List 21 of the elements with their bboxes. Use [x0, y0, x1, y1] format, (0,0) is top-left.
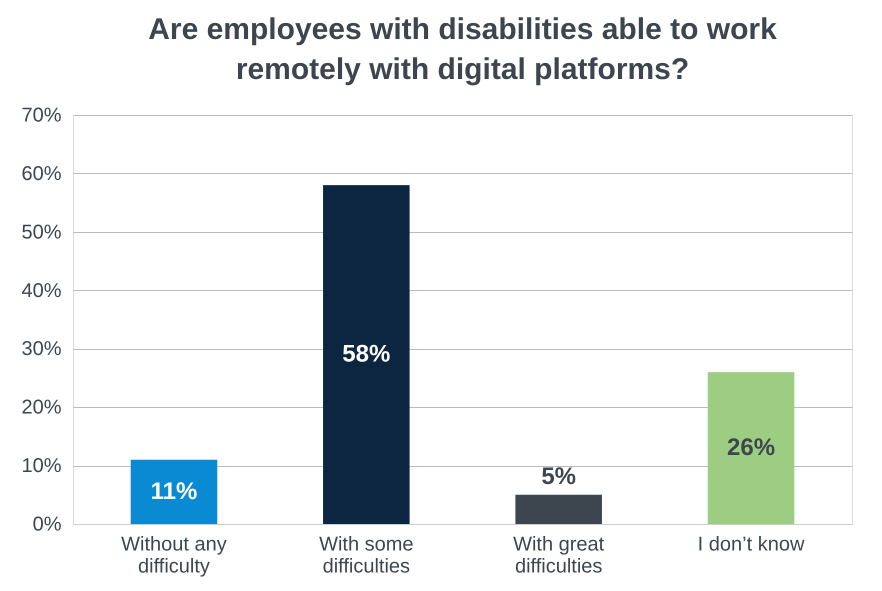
y-tick-label: 40%: [21, 280, 62, 302]
bar: [708, 372, 794, 524]
x-tick-label: With great difficulties: [513, 534, 605, 578]
data-label: 58%: [342, 340, 390, 368]
bar: [323, 185, 410, 524]
y-tick-label: 30%: [21, 338, 62, 360]
chart-title: Are employees with disabilities able to work remotely with digital platforms?: [148, 13, 778, 86]
y-tick-label: 10%: [21, 455, 62, 478]
data-label: 11%: [150, 478, 198, 505]
x-tick-label: With some difficulties: [319, 534, 414, 578]
y-tick-label: 60%: [21, 162, 62, 185]
y-tick-label: 50%: [21, 221, 62, 244]
data-label: 26%: [726, 434, 776, 462]
y-tick-label: 0%: [32, 514, 62, 536]
x-tick-label: I don’t know: [698, 534, 805, 556]
bar: [130, 460, 218, 524]
data-label: 5%: [541, 462, 576, 490]
x-tick-label: Without any difficulty: [121, 534, 227, 578]
bar: [515, 494, 602, 524]
y-tick-label: 70%: [21, 104, 62, 126]
y-tick-label: 20%: [21, 396, 62, 419]
